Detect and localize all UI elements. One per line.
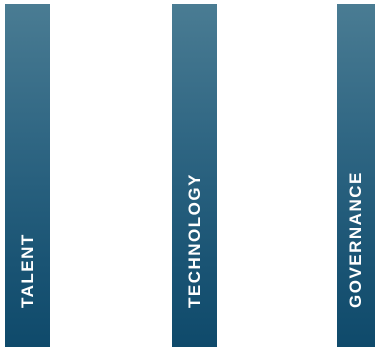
pillar-governance-label: GOVERNANCE xyxy=(346,171,365,308)
pillar-technology: TECHNOLOGY xyxy=(172,4,217,347)
pillar-technology-label: TECHNOLOGY xyxy=(184,173,204,308)
pillar-governance: GOVERNANCE xyxy=(337,4,375,347)
pillar-talent-label: TALENT xyxy=(17,233,37,308)
pillar-talent: TALENT xyxy=(5,4,50,347)
